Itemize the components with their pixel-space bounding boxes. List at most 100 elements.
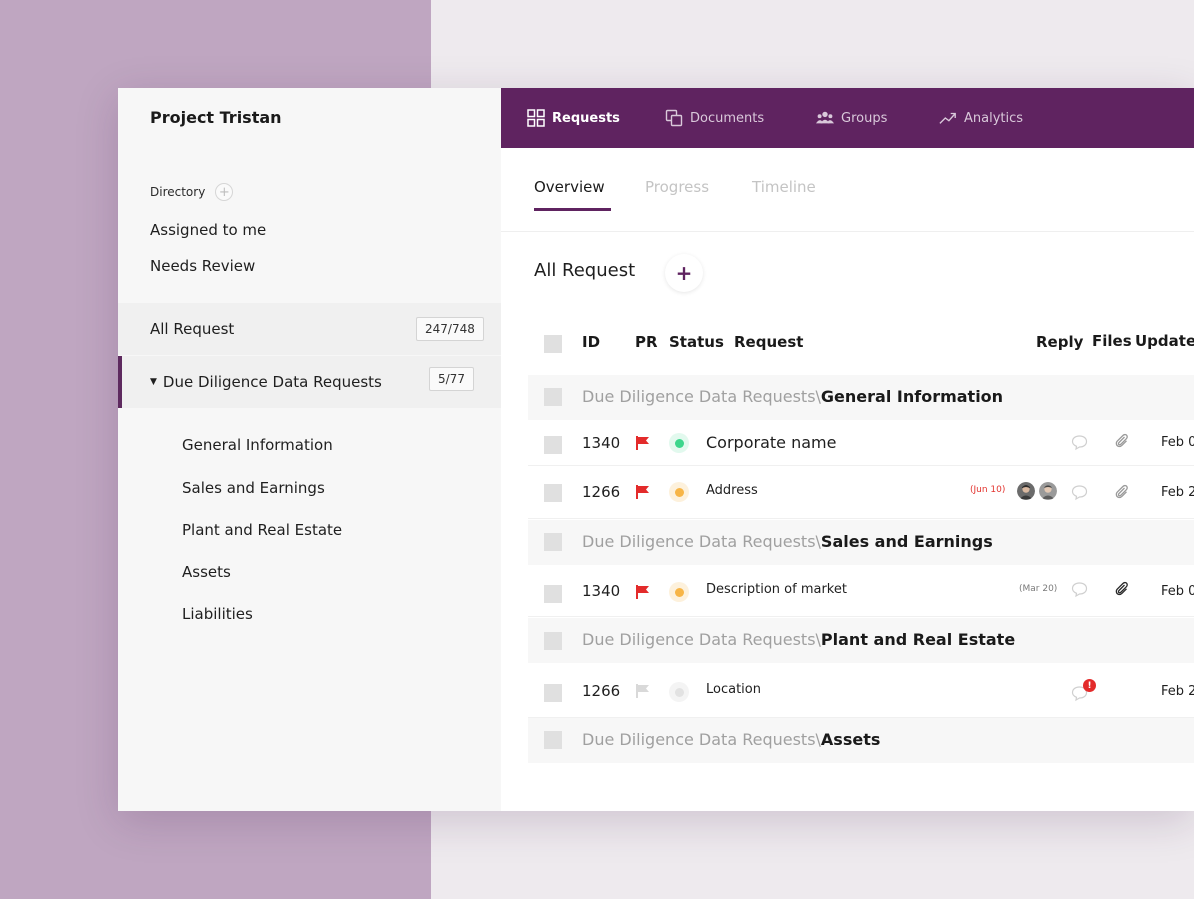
tab-overview[interactable]: Overview [534,178,605,196]
documents-icon [665,109,683,127]
row-checkbox[interactable] [544,388,562,406]
request-title[interactable]: Location [706,682,761,697]
group-path: Due Diligence Data Requests\General Info… [582,387,1003,406]
request-title[interactable]: Description of market [706,582,847,597]
status-indicator[interactable] [669,433,689,453]
caret-down-icon[interactable]: ▼ [150,377,157,387]
tab-groups[interactable]: Groups [816,88,887,148]
table-row[interactable]: 1340 Corporate name Feb 0 [528,420,1194,466]
updated-date: Feb 0 [1161,435,1194,450]
group-row-plant-and-real-estate[interactable]: Due Diligence Data Requests\Plant and Re… [528,618,1194,663]
page-title: All Request [534,260,636,281]
group-row-assets[interactable]: Due Diligence Data Requests\Assets [528,718,1194,763]
comment-icon[interactable] [1071,581,1088,602]
row-checkbox[interactable] [544,533,562,551]
group-name: General Information [820,387,1004,406]
sidebar-item-all-request[interactable]: All Request 247/748 [118,303,501,355]
row-checkbox[interactable] [544,684,562,702]
analytics-icon [939,112,956,124]
tab-label: Groups [841,110,888,126]
row-checkbox[interactable] [544,484,562,502]
column-header-files[interactable]: Files [1092,332,1132,350]
table-row[interactable]: 1266 Address (Jun 10) Feb 2 [528,466,1194,519]
sidebar-subitem-sales-and-earnings[interactable]: Sales and Earnings [182,479,325,497]
column-header-request[interactable]: Request [734,333,804,351]
tab-label: Analytics [964,110,1024,126]
select-all-checkbox[interactable] [544,335,562,353]
tab-analytics[interactable]: Analytics [939,88,1023,148]
path-separator: \ [815,532,821,551]
grid-icon [527,109,545,127]
due-date-tag: (Mar 20) [1019,584,1058,594]
priority-flag-icon[interactable] [635,484,651,504]
avatar[interactable] [1038,481,1058,505]
row-id: 1340 [582,434,621,452]
column-header-status[interactable]: Status [669,333,724,351]
status-dot [674,487,684,497]
path-separator: \ [815,630,821,649]
top-navigation-bar: Requests Documents Groups Analytics [501,88,1194,148]
group-prefix: Due Diligence Data Requests [582,532,816,551]
add-directory-button[interactable]: + [215,183,234,201]
updated-date: Feb 0 [1161,584,1194,599]
path-separator: \ [815,730,821,749]
needs-review-link[interactable]: Needs Review [150,257,256,275]
active-tab-indicator [534,208,611,211]
status-indicator[interactable] [669,582,689,602]
row-id: 1340 [582,582,621,600]
priority-flag-icon[interactable] [635,435,651,455]
tab-timeline[interactable]: Timeline [752,178,816,196]
status-indicator[interactable] [669,482,689,502]
group-path: Due Diligence Data Requests\Assets [582,730,880,749]
request-title[interactable]: Address [706,483,758,498]
group-name: Assets [820,730,881,749]
column-header-pr[interactable]: PR [635,333,658,351]
tab-requests[interactable]: Requests [527,88,620,148]
group-prefix: Due Diligence Data Requests [582,387,816,406]
comment-icon[interactable] [1071,434,1088,455]
row-checkbox[interactable] [544,731,562,749]
table-row[interactable]: 1340 Description of market (Mar 20) Feb … [528,565,1194,617]
sidebar-item-label: Due Diligence Data Requests [162,373,382,391]
count-badge: 247/748 [416,317,484,341]
row-checkbox[interactable] [544,436,562,454]
avatar[interactable] [1016,481,1036,505]
view-tabs: Overview Progress Timeline [501,148,1194,232]
attachment-icon[interactable] [1113,580,1130,601]
sidebar-subitem-general-information[interactable]: General Information [182,436,333,454]
comment-icon[interactable] [1071,484,1088,505]
group-row-general-information[interactable]: Due Diligence Data Requests\General Info… [528,375,1194,420]
attachment-icon[interactable] [1113,432,1130,453]
group-row-sales-and-earnings[interactable]: Due Diligence Data Requests\Sales and Ea… [528,520,1194,565]
sidebar-subitem-liabilities[interactable]: Liabilities [182,605,253,623]
assigned-to-me-link[interactable]: Assigned to me [150,221,267,239]
priority-flag-icon[interactable] [635,584,651,604]
updated-date: Feb 2 [1161,684,1194,699]
request-title[interactable]: Corporate name [706,433,837,452]
priority-flag-icon[interactable] [635,683,651,703]
row-checkbox[interactable] [544,632,562,650]
tab-label: Requests [552,110,620,126]
row-id: 1266 [582,483,621,501]
sidebar: Project Tristan Directory + Assigned to … [118,88,501,811]
attachment-icon[interactable] [1113,483,1130,504]
group-path: Due Diligence Data Requests\Plant and Re… [582,630,1015,649]
status-indicator[interactable] [669,682,689,702]
tab-documents[interactable]: Documents [665,88,764,148]
table-row[interactable]: 1266 Location ! Feb 2 [528,664,1194,718]
column-header-reply[interactable]: Reply [1036,333,1084,351]
column-header-updated[interactable]: Updated [1135,332,1194,350]
group-name: Plant and Real Estate [820,630,1016,649]
row-checkbox[interactable] [544,585,562,603]
sidebar-item-due-diligence[interactable]: ▼ Due Diligence Data Requests 5/77 [118,356,501,408]
group-name: Sales and Earnings [820,532,993,551]
add-request-button[interactable]: + [665,254,703,292]
group-prefix: Due Diligence Data Requests [582,730,816,749]
column-header-id[interactable]: ID [582,333,601,351]
tab-progress[interactable]: Progress [645,178,710,196]
tab-label: Documents [690,110,765,126]
sidebar-subitem-plant-and-real-estate[interactable]: Plant and Real Estate [182,521,343,539]
sidebar-subitem-assets[interactable]: Assets [182,563,231,581]
sidebar-item-label: All Request [150,320,235,338]
main-panel: Requests Documents Groups Analytics [501,88,1194,811]
